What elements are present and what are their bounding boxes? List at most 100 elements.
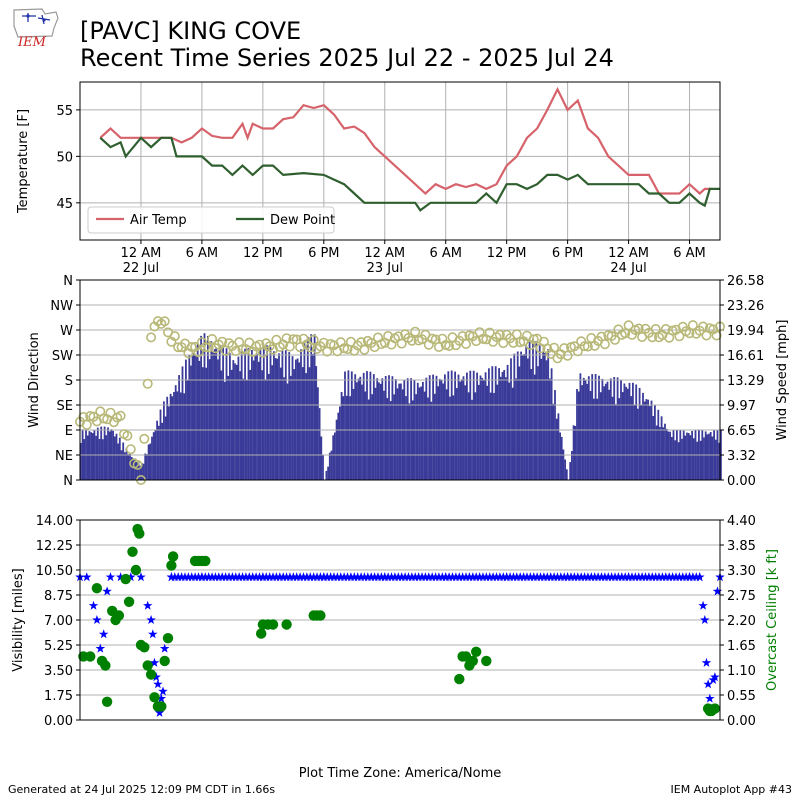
wind-direction-point: [342, 344, 353, 355]
wind-direction-point: [714, 321, 725, 332]
wind-speed-bar: [484, 372, 487, 480]
wind-speed-bar: [461, 379, 463, 480]
visibility-point: [339, 572, 349, 582]
wind-direction-point: [562, 350, 573, 361]
wind-speed-bar: [154, 430, 157, 480]
wind-speed-bar: [564, 459, 566, 480]
wind-speed-bar: [450, 370, 453, 480]
ceiling-point: [134, 528, 145, 539]
wind-speed-bar: [676, 429, 678, 480]
visibility-point: [183, 572, 194, 582]
y2-tick-label: 23.26: [727, 299, 764, 314]
visibility-point: [115, 572, 126, 582]
wind-direction-point: [244, 337, 255, 348]
wind-speed-bar: [366, 371, 368, 480]
y-tick-label: 50: [56, 150, 73, 165]
wind-direction-point: [95, 406, 106, 417]
wind-speed-bar: [510, 358, 512, 480]
wind-speed-bar: [574, 426, 577, 480]
visibility-point: [329, 572, 339, 582]
wind-direction-point: [156, 318, 167, 329]
wind-speed-bar: [691, 431, 693, 480]
x-tick-label: 6 AM: [673, 246, 706, 261]
wind-speed-bar: [157, 425, 160, 480]
wind-speed-bar: [686, 432, 688, 480]
wind-speed-bar: [267, 373, 270, 480]
wind-speed-bar: [466, 372, 468, 480]
wind-speed-bar: [88, 431, 91, 480]
visibility-point: [126, 572, 136, 582]
wind-speed-bar: [457, 374, 460, 480]
y2-tick-label: 3.30: [727, 564, 756, 579]
visibility-point: [197, 572, 207, 582]
visibility-point: [156, 693, 166, 703]
visibility-point: [251, 572, 261, 582]
wind-speed-bar: [503, 370, 506, 480]
wind-direction-point: [91, 416, 102, 427]
ceiling-point: [91, 583, 103, 594]
visibility-point: [244, 572, 255, 582]
wind-speed-bar: [411, 400, 414, 480]
wind-direction-point: [413, 335, 424, 346]
wind-speed-bar: [464, 385, 467, 480]
wind-speed-bar: [582, 377, 585, 480]
visibility-point: [380, 572, 390, 582]
wind-speed-bar: [481, 377, 484, 480]
wind-speed-bar: [589, 391, 592, 480]
visibility-point: [535, 572, 546, 582]
ceiling-point: [281, 619, 292, 630]
visibility-point: [376, 572, 387, 582]
wind-speed-bar: [532, 338, 534, 480]
x-tick-sublabel: 23 Jul: [367, 261, 403, 276]
wind-speed-bar: [508, 382, 511, 480]
wind-direction-point: [457, 331, 468, 342]
wind-direction-point: [670, 324, 681, 335]
ceiling-point: [464, 660, 475, 671]
wind-speed-bar: [642, 392, 644, 480]
wind-speed-bar: [427, 397, 429, 480]
wind-direction-point: [433, 341, 444, 352]
wind-direction-point: [528, 334, 539, 345]
visibility-point: [386, 572, 397, 582]
wind-speed-bar: [405, 396, 407, 480]
wind-speed-bar: [261, 370, 263, 480]
ceiling-point: [460, 651, 472, 662]
series-line-dew-point: [99, 136, 720, 212]
wind-speed-bar: [618, 398, 621, 480]
y-tick-label: E: [65, 424, 73, 439]
visibility-point: [258, 572, 268, 582]
wind-speed-bar: [169, 393, 172, 480]
wind-direction-point: [586, 332, 597, 343]
wind-speed-bar: [374, 387, 377, 480]
wind-speed-bar: [186, 379, 189, 480]
visibility-point: [705, 693, 715, 703]
y-tick-label: W: [60, 324, 73, 339]
visibility-point: [295, 572, 305, 582]
wind-speed-bar: [274, 358, 277, 480]
wind-speed-bar: [689, 435, 692, 480]
wind-speed-bar: [499, 376, 502, 480]
wind-direction-point: [481, 334, 492, 345]
wind-direction-point: [142, 378, 153, 389]
wind-direction-point: [576, 336, 587, 347]
wind-direction-point: [196, 337, 207, 348]
wind-speed-bar: [630, 396, 633, 480]
wind-speed-bar: [459, 381, 462, 480]
wind-speed-bar: [444, 374, 446, 480]
legend-label: Dew Point: [270, 213, 335, 228]
wind-direction-point: [224, 338, 235, 349]
wind-direction-point: [200, 342, 211, 353]
visibility-point: [491, 572, 502, 582]
visibility-point: [254, 572, 265, 582]
wind-speed-bar: [542, 352, 544, 480]
wind-speed-bar: [183, 393, 186, 480]
visibility-point: [650, 572, 661, 582]
ceiling-point: [262, 619, 274, 630]
wind-direction-point: [606, 330, 617, 341]
y-tick-label: 10.50: [36, 564, 73, 579]
wind-speed-bar: [515, 378, 517, 480]
visibility-point: [170, 572, 180, 582]
wind-speed-bar: [110, 429, 113, 480]
wind-speed-bar: [406, 378, 409, 480]
wind-speed-bar: [237, 356, 240, 480]
